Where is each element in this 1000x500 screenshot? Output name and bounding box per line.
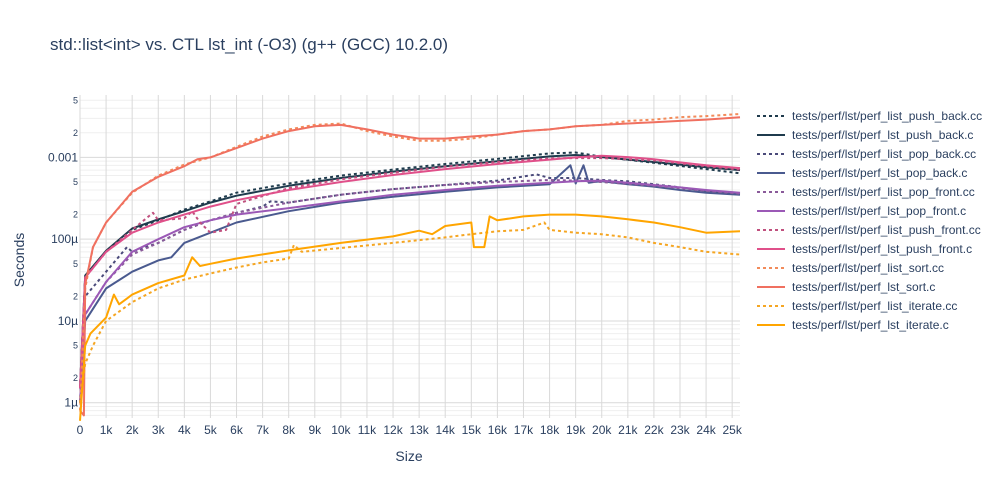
legend-item[interactable]: tests/perf/lst/perf_list_push_back.cc xyxy=(757,109,982,123)
x-tick-label: 3k xyxy=(152,423,166,437)
x-tick-label: 10k xyxy=(331,423,351,437)
legend-label: tests/perf/lst/perf_list_sort.cc xyxy=(792,261,944,275)
x-tick-label: 12k xyxy=(383,423,403,437)
x-tick-label: 20k xyxy=(592,423,612,437)
x-tick-label: 24k xyxy=(696,423,716,437)
series-line-11 xyxy=(79,213,741,421)
legend-item[interactable]: tests/perf/lst/perf_list_push_front.cc xyxy=(757,223,981,237)
x-tick-labels: 0 1k 2k 3k 4k 5k 6k 7k 8k 9k 10k 11k 12k 13k 14k 15k 16k… xyxy=(77,423,743,437)
legend-label: tests/perf/lst/perf_lst_iterate.c xyxy=(792,318,949,332)
x-tick-label: 23k xyxy=(670,423,690,437)
legend-label: tests/perf/lst/perf_lst_pop_front.c xyxy=(792,204,966,218)
legend-label: tests/perf/lst/perf_lst_push_back.c xyxy=(792,128,973,142)
x-tick-label: 15k xyxy=(462,423,482,437)
legend-label: tests/perf/lst/perf_list_push_front.cc xyxy=(792,223,981,237)
legend-label: tests/perf/lst/perf_lst_sort.c xyxy=(792,280,935,294)
legend-label: tests/perf/lst/perf_lst_push_front.c xyxy=(792,242,972,256)
legend-label: tests/perf/lst/perf_list_push_back.cc xyxy=(792,109,982,123)
y-minor-tick-label: 2 xyxy=(73,128,78,138)
x-tick-label: 21k xyxy=(618,423,638,437)
legend-item[interactable]: tests/perf/lst/perf_lst_sort.c xyxy=(757,280,935,294)
y-tick-label: 100µ xyxy=(51,232,78,246)
legend-label: tests/perf/lst/perf_list_iterate.cc xyxy=(792,299,957,313)
x-tick-label: 18k xyxy=(540,423,560,437)
y-minor-tick-label: 2 xyxy=(73,373,78,383)
x-tick-label: 5k xyxy=(204,423,218,437)
y-minor-tick-label: 5 xyxy=(73,341,78,351)
x-tick-label: 7k xyxy=(256,423,270,437)
y-minor-tick-label: 2 xyxy=(73,210,78,220)
y-tick-label: 10µ xyxy=(58,314,78,328)
x-tick-label: 16k xyxy=(488,423,508,437)
x-tick-label: 1k xyxy=(100,423,114,437)
x-tick-label: 11k xyxy=(358,423,377,437)
legend-item[interactable]: tests/perf/lst/perf_list_sort.cc xyxy=(757,261,944,275)
legend-item[interactable]: tests/perf/lst/perf_lst_iterate.c xyxy=(757,318,949,332)
chart-title: std::list<int> vs. CTL lst_int (-O3) (g+… xyxy=(50,35,448,54)
x-tick-label: 4k xyxy=(178,423,192,437)
y-minor-tick-label: 5 xyxy=(73,95,78,105)
x-tick-label: 22k xyxy=(644,423,664,437)
series-line-9 xyxy=(79,116,741,417)
legend-item[interactable]: tests/perf/lst/perf_list_pop_back.cc xyxy=(757,147,976,161)
x-tick-label: 0 xyxy=(77,423,84,437)
legend-item[interactable]: tests/perf/lst/perf_list_iterate.cc xyxy=(757,299,957,313)
x-tick-label: 25k xyxy=(722,423,742,437)
y-minor-tick-label: 5 xyxy=(73,177,78,187)
y-tick-label: 1µ xyxy=(64,396,78,410)
x-tick-label: 2k xyxy=(126,423,140,437)
series-line-5 xyxy=(79,179,741,403)
legend-label: tests/perf/lst/perf_lst_pop_back.c xyxy=(792,166,967,180)
series-line-2 xyxy=(79,173,741,403)
y-tick-labels: 1µ 10µ 100µ 0.001 2 5 2 5 2 5 2 5 xyxy=(48,95,78,409)
y-tick-label: 0.001 xyxy=(48,150,78,164)
legend-label: tests/perf/lst/perf_list_pop_back.cc xyxy=(792,147,976,161)
legend-item[interactable]: tests/perf/lst/perf_lst_push_front.c xyxy=(757,242,972,256)
x-tick-label: 17k xyxy=(514,423,534,437)
x-tick-label: 13k xyxy=(409,423,429,437)
x-tick-label: 14k xyxy=(436,423,456,437)
legend[interactable]: tests/perf/lst/perf_list_push_back.cctes… xyxy=(757,109,982,332)
series-line-7 xyxy=(79,154,741,389)
x-axis-title: Size xyxy=(395,448,422,464)
x-tick-label: 19k xyxy=(566,423,586,437)
series-line-10 xyxy=(79,221,741,403)
legend-item[interactable]: tests/perf/lst/perf_lst_pop_back.c xyxy=(757,166,967,180)
legend-item[interactable]: tests/perf/lst/perf_list_pop_front.cc xyxy=(757,185,975,199)
series-layer xyxy=(79,113,741,421)
y-minor-tick-label: 5 xyxy=(73,259,78,269)
x-tick-label: 8k xyxy=(282,423,296,437)
legend-label: tests/perf/lst/perf_list_pop_front.cc xyxy=(792,185,975,199)
x-tick-label: 9k xyxy=(308,423,322,437)
y-minor-tick-label: 2 xyxy=(73,291,78,301)
x-tick-label: 6k xyxy=(230,423,244,437)
y-axis-title: Seconds xyxy=(11,233,27,287)
legend-item[interactable]: tests/perf/lst/perf_lst_pop_front.c xyxy=(757,204,966,218)
legend-item[interactable]: tests/perf/lst/perf_lst_push_back.c xyxy=(757,128,973,142)
series-line-4 xyxy=(79,179,741,403)
